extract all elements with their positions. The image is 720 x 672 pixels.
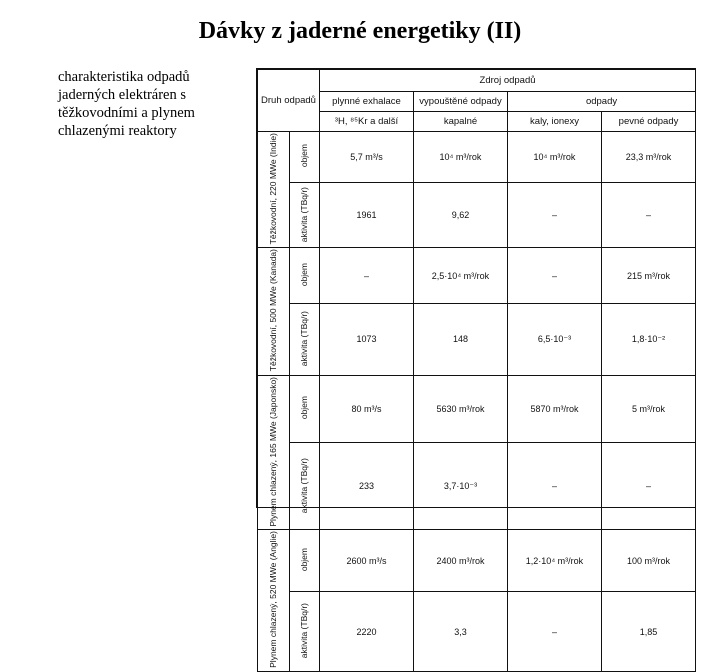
cell: 1,85 <box>602 592 696 672</box>
cell: 3,7·10⁻³ <box>414 443 508 530</box>
cell: 10⁴ m³/rok <box>508 132 602 183</box>
cell: – <box>508 182 602 247</box>
cell: 148 <box>414 304 508 375</box>
page-title: Dávky z jaderné energetiky (II) <box>0 18 720 45</box>
waste-table: Druh odpadů Zdroj odpadů plynné exhalace… <box>256 68 696 508</box>
cell: 5 m³/rok <box>602 375 696 443</box>
row-label-objem: objem <box>290 530 320 592</box>
cell: – <box>508 592 602 672</box>
row-label-objem: objem <box>290 248 320 304</box>
cell: 9,62 <box>414 182 508 247</box>
header-col2-top: vypouštěné odpady <box>414 92 508 112</box>
row-label-aktivita: aktivita (TBq/r) <box>290 592 320 672</box>
cell: 6,5·10⁻³ <box>508 304 602 375</box>
cell: 5870 m³/rok <box>508 375 602 443</box>
cell: 2,5·10⁴ m³/rok <box>414 248 508 304</box>
cell: – <box>602 182 696 247</box>
header-col1-bot: ³H, ⁸⁵Kr a další <box>320 112 414 132</box>
reactor-label: Těžkovodní, 220 MWe (Indie) <box>258 132 290 248</box>
reactor-label: Plynem chlazený, 520 MWe (Anglie) <box>258 530 290 672</box>
row-label-aktivita: aktivita (TBq/r) <box>290 182 320 247</box>
cell: – <box>508 248 602 304</box>
header-col4-sub: pevné odpady <box>602 112 696 132</box>
row-label-objem: objem <box>290 132 320 183</box>
cell: – <box>508 443 602 530</box>
cell: 80 m³/s <box>320 375 414 443</box>
reactor-label: Těžkovodní, 500 MWe (Kanada) <box>258 248 290 375</box>
cell: – <box>602 443 696 530</box>
cell: 1073 <box>320 304 414 375</box>
cell: 233 <box>320 443 414 530</box>
header-source: Zdroj odpadů <box>320 70 696 92</box>
cell: 1,2·10⁴ m³/rok <box>508 530 602 592</box>
header-col3: odpady <box>508 92 696 112</box>
cell: 215 m³/rok <box>602 248 696 304</box>
cell: 10⁴ m³/rok <box>414 132 508 183</box>
header-col2-bot: kapalné <box>414 112 508 132</box>
cell: 2600 m³/s <box>320 530 414 592</box>
cell: 100 m³/rok <box>602 530 696 592</box>
cell: 1,8·10⁻² <box>602 304 696 375</box>
header-col3-sub: kaly, ionexy <box>508 112 602 132</box>
cell: 5630 m³/rok <box>414 375 508 443</box>
row-label-aktivita: aktivita (TBq/r) <box>290 304 320 375</box>
cell: 1961 <box>320 182 414 247</box>
cell: 5,7 m³/s <box>320 132 414 183</box>
reactor-label: Plynem chlazený, 165 MWe (Japonsko) <box>258 375 290 530</box>
header-col1-top: plynné exhalace <box>320 92 414 112</box>
row-label-aktivita: aktivita (TBq/r) <box>290 443 320 530</box>
cell: 2400 m³/rok <box>414 530 508 592</box>
cell: 3,3 <box>414 592 508 672</box>
cell: 2220 <box>320 592 414 672</box>
cell: – <box>320 248 414 304</box>
side-description: charakteristika odpadů jaderných elektrá… <box>58 68 243 141</box>
row-label-objem: objem <box>290 375 320 443</box>
cell: 23,3 m³/rok <box>602 132 696 183</box>
header-kind: Druh odpadů <box>258 70 320 132</box>
